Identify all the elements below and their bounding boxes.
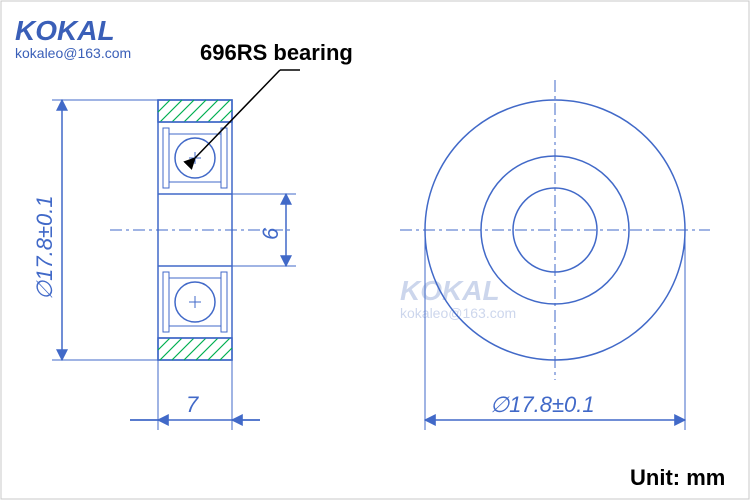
callout-label: 696RS bearing <box>200 40 353 65</box>
unit-label: Unit: mm <box>630 465 725 490</box>
watermark-email: kokaleo@163.com <box>400 305 516 321</box>
watermark-logo: KOKAL <box>400 275 500 306</box>
hatch-top <box>158 100 232 122</box>
dim-od-label: ∅17.8±0.1 <box>32 195 57 300</box>
dim-width: 7 <box>130 360 260 430</box>
frame-border <box>1 1 749 499</box>
bearing-callout: 696RS bearing <box>195 40 353 158</box>
hatch-bottom <box>158 338 232 360</box>
front-view <box>400 80 710 380</box>
brand-email: kokaleo@163.com <box>15 45 131 61</box>
dim-bore-label: 6 <box>258 227 283 240</box>
brand-logo: KOKAL <box>15 15 115 46</box>
dim-width-label: 7 <box>186 392 199 417</box>
dim-front-label: ∅17.8±0.1 <box>490 392 595 417</box>
drawing-canvas: KOKAL kokaleo@163.com KOKAL kokaleo@163.… <box>0 0 750 500</box>
